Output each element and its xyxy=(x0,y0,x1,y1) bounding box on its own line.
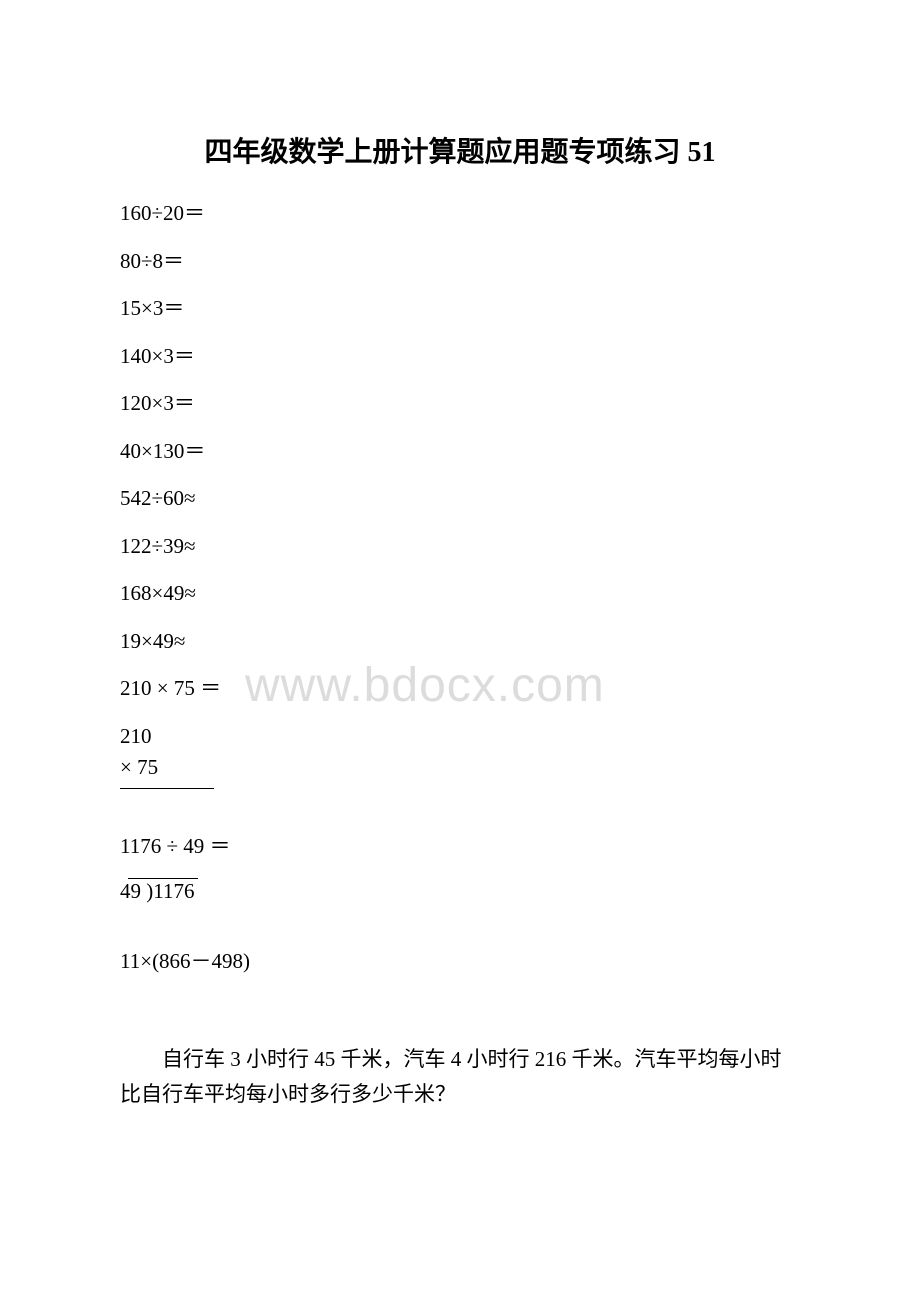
spacer xyxy=(120,803,800,831)
problem-1: 160÷20＝ xyxy=(120,198,800,230)
problem-6: 40×130＝ xyxy=(120,436,800,468)
spacer xyxy=(120,904,800,946)
problem-10: 19×49≈ xyxy=(120,626,800,658)
spacer xyxy=(120,994,800,1036)
problem-8: 122÷39≈ xyxy=(120,531,800,563)
problem-3: 15×3＝ xyxy=(120,293,800,325)
problem-7: 542÷60≈ xyxy=(120,483,800,515)
long-division-work: 49 )1176 xyxy=(120,878,800,904)
problem-11: 210 × 75 ＝ xyxy=(120,673,800,705)
problem-9: 168×49≈ xyxy=(120,578,800,610)
multiplication-work: 210 × 75 xyxy=(120,721,800,789)
word-problem-text: 自行车 3 小时行 45 千米，汽车 4 小时行 216 千米。汽车平均每小时比… xyxy=(120,1042,800,1113)
expression-problem: 11×(866－498) xyxy=(120,946,800,978)
division-problem: 1176 ÷ 49 ＝ xyxy=(120,831,800,863)
problem-5: 120×3＝ xyxy=(120,388,800,420)
document-content: 四年级数学上册计算题应用题专项练习 51 160÷20＝ 80÷8＝ 15×3＝… xyxy=(120,130,800,1113)
mult-top: 210 xyxy=(120,721,800,753)
mult-bottom: × 75 xyxy=(120,752,800,784)
problem-2: 80÷8＝ xyxy=(120,246,800,278)
problem-4: 140×3＝ xyxy=(120,341,800,373)
div-expression: 49 )1176 xyxy=(120,879,800,904)
document-title: 四年级数学上册计算题应用题专项练习 51 xyxy=(120,130,800,170)
mult-rule xyxy=(120,788,214,789)
